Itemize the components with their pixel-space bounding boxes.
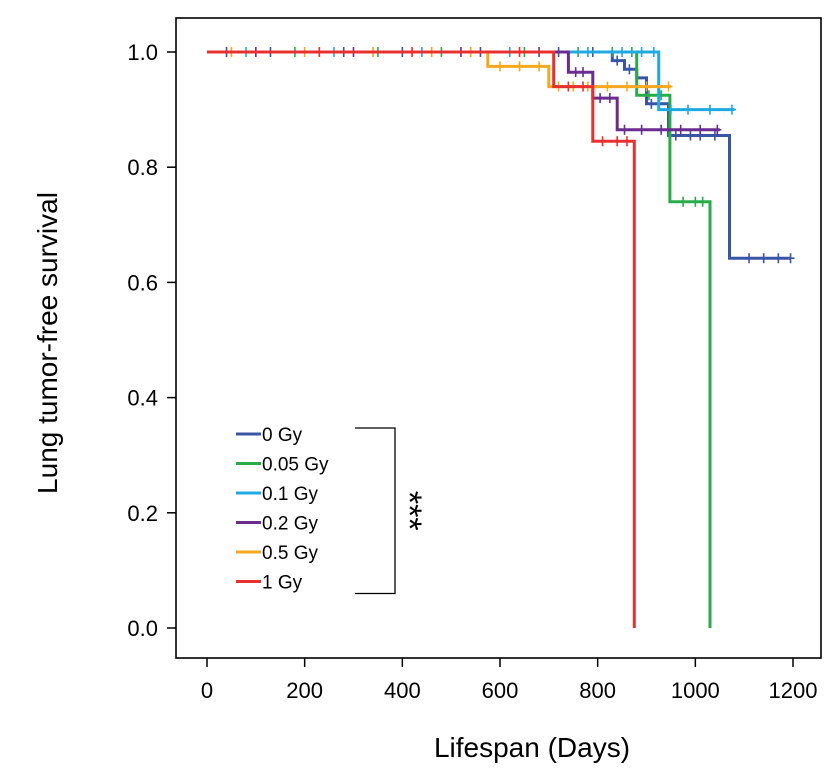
censor-mark	[408, 47, 417, 57]
censor-mark	[664, 81, 673, 92]
censor-mark	[515, 47, 524, 57]
censor-mark	[315, 47, 324, 57]
y-tick-label: 0.4	[127, 386, 158, 411]
censor-mark	[727, 104, 736, 115]
series-layer	[207, 47, 795, 628]
y-tick-label: 0.6	[127, 270, 158, 295]
x-tick-label: 600	[482, 678, 519, 703]
legend-label: 0.2 Gy	[262, 514, 318, 535]
censor-mark	[598, 136, 607, 147]
legend-label: 0.5 Gy	[262, 543, 318, 564]
x-tick-label: 800	[579, 678, 616, 703]
y-tick-label: 0.8	[127, 155, 158, 180]
censor-mark	[698, 196, 707, 207]
censor-mark	[620, 124, 629, 135]
legend-label: 0.1 Gy	[262, 484, 318, 505]
y-tick-label: 0.2	[127, 501, 158, 526]
series-0-gy	[207, 47, 795, 264]
censor-mark	[605, 93, 614, 104]
censor-mark	[786, 253, 795, 264]
censor-mark	[564, 81, 573, 92]
bracket-line	[355, 427, 396, 595]
series-0-5-gy	[207, 47, 673, 92]
censor-mark	[535, 61, 544, 72]
significance-label: ***	[390, 491, 428, 531]
censor-mark	[613, 136, 622, 147]
legend-label: 0.05 Gy	[262, 455, 329, 476]
legend-label: 0 Gy	[262, 425, 303, 446]
censor-mark	[666, 104, 675, 115]
censor-mark	[671, 130, 680, 141]
censor-mark	[613, 55, 622, 66]
censor-mark	[579, 81, 588, 92]
censor-mark	[583, 47, 592, 57]
series-line	[207, 50, 720, 132]
censor-mark	[684, 104, 693, 115]
censor-mark	[496, 61, 504, 72]
censor-mark	[618, 47, 627, 57]
censor-mark	[647, 98, 656, 109]
censor-mark	[637, 47, 646, 57]
x-axis-title: Lifespan (Days)	[434, 732, 630, 763]
y-axis-title: Lung tumor-free survival	[32, 192, 63, 494]
censor-mark	[622, 81, 631, 92]
censor-mark	[759, 253, 768, 264]
x-tick-label: 1200	[769, 678, 818, 703]
censor-mark	[644, 90, 653, 101]
censor-mark	[571, 67, 580, 78]
y-tick-label: 0.0	[127, 616, 158, 641]
censor-mark	[686, 130, 695, 141]
censor-mark	[676, 124, 685, 135]
series-1-gy	[207, 47, 636, 628]
series-line	[207, 50, 735, 112]
censor-mark	[637, 124, 646, 135]
significance-bracket: ***	[355, 427, 428, 595]
censor-mark	[691, 196, 700, 207]
series-0-2-gy	[207, 47, 722, 135]
series-line	[207, 50, 671, 89]
censor-mark	[596, 93, 605, 104]
censor-mark	[657, 124, 666, 135]
x-tick-label: 0	[201, 678, 213, 703]
x-tick-label: 200	[286, 678, 323, 703]
censor-mark	[515, 61, 524, 72]
censor-mark	[603, 81, 612, 92]
censor-mark	[579, 67, 588, 78]
censor-mark	[679, 196, 688, 207]
x-tick-label: 1000	[671, 678, 720, 703]
series-line	[207, 50, 791, 260]
censor-mark	[710, 130, 719, 141]
x-axis: 0 200 400 600 800 1000 1200	[201, 658, 818, 703]
censor-mark	[745, 253, 754, 264]
legend: 0 Gy 0.05 Gy 0.1 Gy 0.2 Gy 0.5 Gy 1 Gy	[236, 425, 329, 594]
censor-mark	[705, 104, 714, 115]
censor-mark	[774, 253, 783, 264]
legend-label: 1 Gy	[262, 573, 303, 594]
censor-mark	[622, 136, 631, 147]
series-line	[207, 50, 636, 628]
censor-mark	[642, 81, 651, 92]
censor-mark	[713, 124, 722, 135]
plot-frame	[175, 17, 822, 659]
censor-mark	[696, 124, 705, 135]
x-tick-label: 400	[384, 678, 421, 703]
censor-mark	[625, 64, 634, 75]
y-axis: 0.0 0.2 0.4 0.6 0.8 1.0	[127, 40, 176, 641]
y-tick-label: 1.0	[127, 40, 158, 65]
censor-mark	[649, 47, 658, 57]
